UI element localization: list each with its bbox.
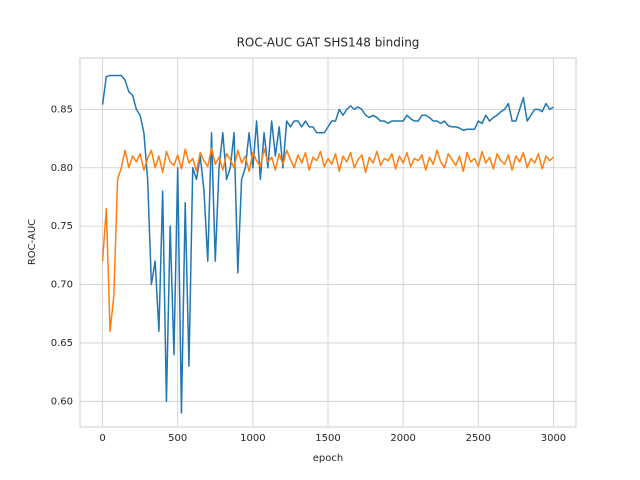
y-tick-label: 0.80: [51, 163, 73, 174]
x-tick-label: 1500: [315, 433, 340, 444]
y-tick-label: 0.85: [51, 104, 73, 115]
y-tick-label: 0.70: [51, 280, 73, 291]
x-tick-label: 500: [168, 433, 187, 444]
x-tick-label: 3000: [541, 433, 566, 444]
y-tick-label: 0.75: [51, 221, 73, 232]
y-tick-label: 0.60: [51, 396, 73, 407]
x-tick-label: 2500: [466, 433, 491, 444]
x-tick-label: 1000: [240, 433, 265, 444]
plot-frame: [79, 57, 577, 428]
chart-title: ROC-AUC GAT SHS148 binding: [237, 36, 420, 50]
y-tick-label: 0.65: [51, 338, 73, 349]
x-tick-label: 0: [99, 433, 105, 444]
series-line: [101, 74, 554, 414]
x-axis-label: epoch: [313, 453, 343, 464]
x-tick-label: 2000: [390, 433, 415, 444]
y-axis-label: ROC-AUC: [27, 219, 38, 265]
series-line: [101, 147, 554, 332]
